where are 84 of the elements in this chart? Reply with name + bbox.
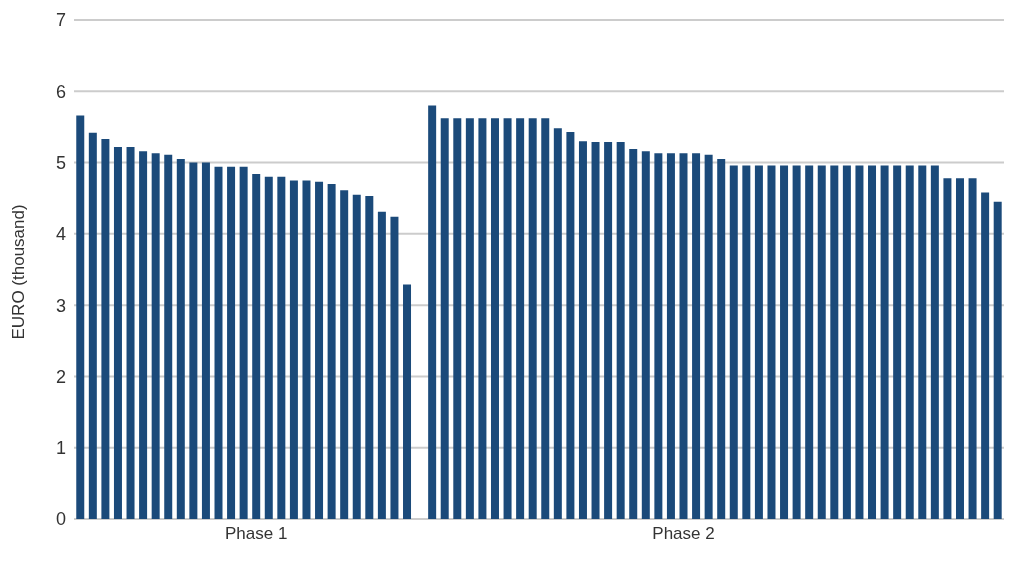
bar [880,165,889,519]
bar [277,176,286,519]
bar [315,181,324,519]
bar [666,153,675,519]
bar [918,165,927,519]
bar [792,165,801,519]
bar [767,165,776,519]
bar [227,166,236,519]
bar [164,154,173,519]
bar [214,166,223,519]
bar [302,180,311,519]
bar [365,196,374,519]
bar [478,118,487,519]
y-tick-label: 0 [55,509,66,530]
bar [930,165,939,519]
bar [327,183,336,519]
bar [503,118,512,519]
bar [817,165,826,519]
bar [943,178,952,519]
bar [717,159,726,519]
bar [465,118,474,519]
bar [516,118,525,519]
y-tick-label: 2 [55,366,66,387]
bar [742,165,751,519]
y-tick-label: 7 [55,10,66,31]
bar [403,284,412,519]
bar [566,131,575,519]
bar [113,146,122,519]
bar [252,173,261,519]
bar [528,118,537,519]
bar [591,141,600,519]
bar [780,165,789,519]
bar [390,216,399,519]
y-tick-label: 5 [55,152,66,173]
bar [893,165,902,519]
bar [201,162,210,519]
y-tick-label: 1 [55,438,66,459]
bar [88,132,97,519]
bar [578,141,587,519]
bar [176,159,185,519]
bar [541,118,550,519]
bar [377,211,386,519]
bar [981,192,990,519]
bar [490,118,499,519]
bar [352,194,361,519]
bar [340,190,349,519]
bar [604,141,613,519]
bar [754,165,763,519]
bar [968,178,977,519]
bar [239,166,248,519]
bar [692,153,701,519]
bar [868,165,877,519]
bar [629,149,638,519]
bar [679,153,688,519]
bar [101,139,110,519]
bar [830,165,839,519]
bar [641,151,650,519]
bar [729,165,738,519]
bar [842,165,851,519]
bar [805,165,814,519]
x-tick-label: Phase 2 [652,524,715,544]
bar [189,162,198,519]
bar [993,201,1002,519]
x-tick-label: Phase 1 [225,524,288,544]
bar [151,153,160,519]
bar [289,180,298,519]
bar [553,128,562,519]
bar [264,176,273,519]
bar [654,153,663,519]
bar [616,141,625,519]
y-tick-label: 3 [55,295,66,316]
y-axis-title: EURO (thousand) [9,204,29,340]
bar [453,118,462,519]
bar [855,165,864,519]
bar [955,178,964,519]
bar [428,105,437,519]
bar [440,118,449,519]
bar [126,146,135,519]
bar [704,154,713,519]
y-tick-label: 6 [55,81,66,102]
bar [139,151,148,519]
bar [905,165,914,519]
bar [76,115,85,519]
y-tick-label: 4 [55,224,66,245]
